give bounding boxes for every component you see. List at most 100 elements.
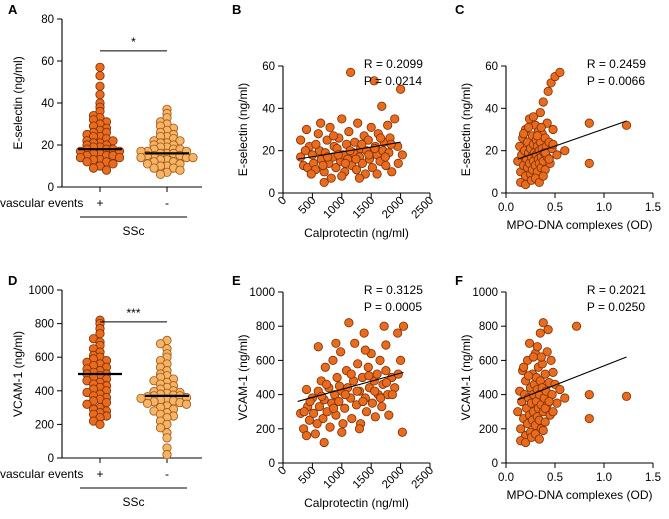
- data-point: [535, 328, 545, 338]
- y-tick-label: 600: [35, 352, 54, 364]
- y-tick-label: 400: [479, 390, 498, 402]
- regression-line: [517, 120, 627, 160]
- data-point: [114, 153, 125, 163]
- data-point: [344, 318, 354, 328]
- data-point: [354, 424, 365, 434]
- y-tick-label: 20: [262, 146, 275, 158]
- y-tick-label: 0: [492, 458, 498, 470]
- data-point: [313, 129, 323, 139]
- data-point: [319, 177, 329, 188]
- x-tick-label: 1500: [351, 195, 378, 222]
- data-point: [364, 150, 374, 160]
- data-point: [101, 165, 112, 175]
- y-tick-label: 20: [41, 140, 54, 152]
- data-point: [560, 393, 570, 403]
- y-tick-label: 200: [479, 424, 498, 436]
- panel-label-d: D: [8, 273, 17, 288]
- data-point: [528, 112, 539, 122]
- data-point: [301, 431, 312, 441]
- y-tick-label: 800: [35, 319, 54, 331]
- data-point: [376, 133, 386, 143]
- data-point: [387, 167, 397, 177]
- data-point: [519, 129, 529, 139]
- data-point: [372, 369, 382, 379]
- x-axis-label: MPO-DNA complexes (OD): [506, 488, 652, 502]
- data-point: [108, 159, 118, 169]
- y-axis-label: VCAM-1 (ng/ml): [236, 334, 250, 420]
- significance-marker: *: [131, 35, 136, 49]
- data-point: [306, 169, 316, 179]
- y-tick-label: 200: [35, 419, 54, 431]
- x-tick-label: 2500: [410, 195, 437, 222]
- data-point: [540, 369, 550, 379]
- data-point: [313, 342, 323, 352]
- data-point: [136, 153, 146, 163]
- x-tick-label: 1.0: [596, 472, 612, 484]
- data-point: [162, 433, 172, 443]
- data-point: [136, 393, 146, 403]
- y-tick-label: 20: [485, 146, 498, 158]
- data-point: [296, 135, 306, 145]
- r-value: R = 0.2021: [587, 283, 646, 297]
- data-point: [75, 153, 86, 163]
- data-point: [398, 321, 409, 331]
- data-point: [383, 120, 393, 130]
- data-point: [337, 171, 347, 181]
- data-point: [548, 407, 558, 417]
- data-point: [555, 67, 565, 77]
- row-label: vascular events: [0, 196, 83, 210]
- data-point: [337, 427, 347, 437]
- data-point: [340, 158, 350, 168]
- category-label: -: [165, 467, 169, 481]
- x-tick-label: 2000: [380, 465, 407, 492]
- data-point: [555, 384, 565, 395]
- y-tick-label: 400: [35, 386, 54, 398]
- data-point: [552, 150, 562, 160]
- data-point: [340, 389, 350, 400]
- data-point: [155, 169, 166, 179]
- y-tick-label: 200: [256, 424, 275, 436]
- data-point: [360, 345, 370, 355]
- data-point: [316, 118, 326, 128]
- group-label: SSc: [122, 224, 144, 238]
- data-point: [188, 153, 198, 163]
- data-point: [540, 417, 550, 427]
- data-point: [162, 450, 172, 460]
- data-point: [336, 347, 346, 357]
- data-point: [536, 352, 546, 362]
- y-axis-label: VCAM-1 (ng/ml): [459, 334, 473, 420]
- x-tick-label: 500: [296, 465, 318, 487]
- data-point: [544, 154, 554, 164]
- data-point: [381, 378, 392, 388]
- data-point: [332, 372, 342, 383]
- data-point: [395, 84, 406, 94]
- data-point: [357, 139, 367, 149]
- data-point: [524, 338, 535, 348]
- data-point: [328, 131, 339, 141]
- panel-label-e: E: [232, 273, 241, 288]
- r-value: R = 0.3125: [364, 283, 423, 297]
- data-point: [367, 398, 377, 408]
- data-point: [367, 163, 377, 173]
- row-label: vascular events: [0, 467, 83, 481]
- data-point: [331, 163, 341, 173]
- panel-f: 0 200 400 600 800 1000 VCAM-1 (ng/ml) 0.0 0.5 1.0…: [459, 283, 661, 502]
- data-point: [95, 62, 105, 72]
- data-point: [377, 101, 387, 111]
- panel-c: 0 20 40 60 E-selectin (ng/ml) 0.0 0.5 1.0 1.5 MPO…: [459, 57, 661, 232]
- y-tick-label: 0: [269, 458, 275, 470]
- r-value: R = 0.2459: [587, 57, 646, 71]
- data-point: [347, 413, 357, 424]
- data-point: [304, 415, 315, 425]
- data-point: [82, 399, 92, 409]
- data-point: [337, 114, 347, 124]
- data-point: [322, 135, 332, 145]
- data-point: [387, 389, 397, 400]
- data-point: [536, 122, 546, 132]
- data-point: [354, 173, 365, 183]
- data-point: [519, 362, 529, 372]
- panel-label-f: F: [455, 273, 463, 288]
- data-point: [351, 154, 361, 164]
- data-point: [369, 76, 379, 86]
- data-point: [175, 165, 185, 175]
